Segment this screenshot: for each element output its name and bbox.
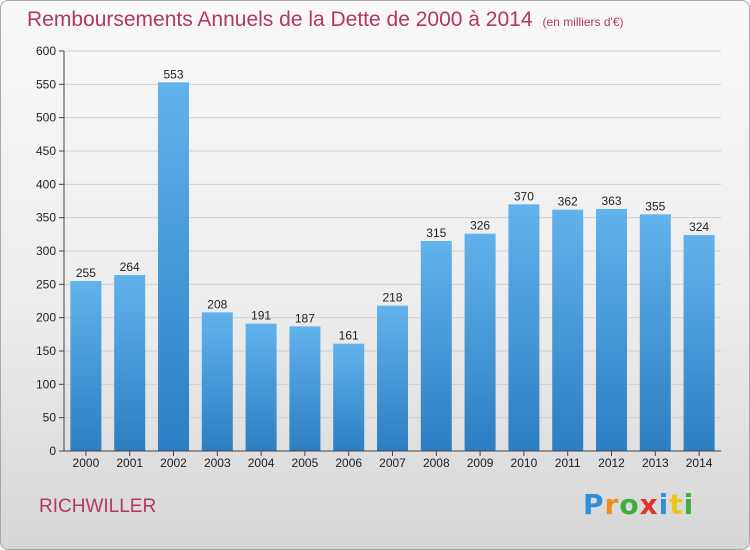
y-tick-label: 150 bbox=[36, 344, 56, 358]
logo-letter: o bbox=[619, 488, 640, 521]
x-tick-label-2006: 2006 bbox=[335, 456, 362, 470]
data-label-2008: 315 bbox=[426, 226, 446, 240]
logo-letter: P bbox=[583, 488, 605, 521]
x-tick-label-2011: 2011 bbox=[555, 456, 581, 470]
data-label-2000: 255 bbox=[76, 266, 96, 280]
y-tick-label: 250 bbox=[36, 277, 56, 291]
x-tick-label-2007: 2007 bbox=[379, 456, 406, 470]
axes bbox=[59, 50, 721, 456]
bar-2006 bbox=[333, 343, 365, 451]
x-tick-label-2000: 2000 bbox=[73, 456, 100, 470]
data-label-2005: 187 bbox=[295, 311, 315, 325]
y-tick-label: 450 bbox=[36, 144, 56, 158]
x-tick-label-2008: 2008 bbox=[423, 456, 450, 470]
bar-2000 bbox=[70, 281, 102, 451]
proxiti-logo: Proxiti bbox=[583, 488, 694, 521]
logo-letter: i bbox=[683, 488, 695, 521]
y-tick-label: 400 bbox=[36, 177, 56, 191]
data-label-2007: 218 bbox=[382, 291, 402, 305]
y-tick-label: 300 bbox=[36, 244, 56, 258]
bar-2011 bbox=[552, 209, 584, 451]
bar-2014 bbox=[683, 235, 715, 451]
bar-2010 bbox=[508, 204, 540, 451]
bar-2004 bbox=[245, 323, 277, 451]
bar-2002 bbox=[158, 82, 189, 451]
commune-name: RICHWILLER bbox=[39, 496, 157, 517]
logo-letter: x bbox=[639, 488, 659, 521]
bar-2003 bbox=[201, 312, 233, 451]
y-tick-label: 350 bbox=[36, 211, 56, 225]
labels: 0 50 100 150 200 250 300 350 400 450 500 550 600 255 2… bbox=[36, 44, 713, 470]
x-tick-label-2014: 2014 bbox=[686, 456, 713, 470]
bar-2009 bbox=[464, 233, 496, 451]
logo-letter: t bbox=[669, 488, 684, 521]
y-tick-label: 500 bbox=[36, 111, 56, 125]
x-tick-label-2005: 2005 bbox=[292, 456, 319, 470]
logo-letter: r bbox=[604, 488, 620, 521]
data-label-2006: 161 bbox=[339, 329, 359, 343]
data-label-2001: 264 bbox=[120, 260, 140, 274]
x-tick-label-2003: 2003 bbox=[204, 456, 231, 470]
bar-2005 bbox=[289, 326, 321, 451]
x-tick-label-2009: 2009 bbox=[467, 456, 494, 470]
data-label-2002: 553 bbox=[163, 67, 183, 81]
bar-2007 bbox=[377, 305, 408, 451]
x-tick-label-2001: 2001 bbox=[116, 456, 143, 470]
x-tick-label-2010: 2010 bbox=[511, 456, 538, 470]
data-label-2004: 191 bbox=[251, 309, 271, 323]
data-label-2010: 370 bbox=[514, 189, 534, 203]
x-tick-label-2013: 2013 bbox=[642, 456, 669, 470]
data-label-2011: 362 bbox=[558, 195, 578, 209]
bar-2013 bbox=[639, 214, 671, 451]
chart-title: Remboursements Annuels de la Dette de 20… bbox=[27, 8, 624, 32]
data-label-2014: 324 bbox=[689, 220, 709, 234]
bars bbox=[70, 82, 715, 451]
y-tick-label: 550 bbox=[36, 77, 56, 91]
bar-2001 bbox=[114, 275, 146, 451]
data-label-2013: 355 bbox=[645, 199, 665, 213]
data-label-2009: 326 bbox=[470, 219, 490, 233]
y-tick-label: 600 bbox=[36, 44, 56, 58]
chart-unit: (en milliers d'€) bbox=[542, 15, 624, 29]
bar-2012 bbox=[596, 209, 627, 451]
data-label-2003: 208 bbox=[207, 297, 227, 311]
x-tick-label-2004: 2004 bbox=[248, 456, 275, 470]
data-label-2012: 363 bbox=[601, 194, 621, 208]
x-tick-label-2012: 2012 bbox=[598, 456, 625, 470]
y-tick-label: 200 bbox=[36, 311, 56, 325]
logo-letter: i bbox=[658, 488, 670, 521]
bar-2008 bbox=[420, 241, 452, 451]
y-tick-label: 100 bbox=[36, 377, 56, 391]
y-tick-label: 50 bbox=[43, 411, 57, 425]
x-tick-label-2002: 2002 bbox=[160, 456, 187, 470]
y-tick-label: 0 bbox=[49, 444, 56, 458]
chart-title-text: Remboursements Annuels de la Dette de 20… bbox=[27, 8, 533, 31]
